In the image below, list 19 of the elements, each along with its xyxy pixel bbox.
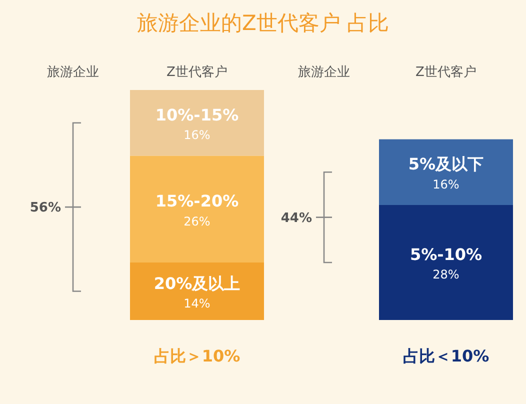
text: 56% (30, 200, 61, 216)
data-label: 26% (184, 214, 210, 228)
data-label: 14% (184, 296, 210, 310)
data-label: 16% (184, 128, 210, 142)
text: 旅游企业 (298, 65, 350, 80)
x-tick-label: 占比＞10% (154, 346, 240, 366)
series-label: 10%-15% (155, 105, 239, 124)
x-tick-label: 占比＜10% (402, 346, 490, 366)
series-label: 20%及以上 (154, 274, 240, 293)
text: 44% (280, 210, 312, 226)
series-label: 5%及以下 (408, 154, 484, 174)
series-label: 15%-20% (155, 192, 239, 211)
data-label: 16% (432, 177, 460, 192)
chart-title: 旅游企业的Z世代客户 占比 (136, 11, 390, 35)
text: Z世代客户 (166, 64, 228, 80)
series-label: 5%-10% (410, 245, 482, 264)
text: 旅游企业 (47, 65, 99, 80)
data-label: 28% (432, 268, 460, 282)
text: Z世代客户 (416, 64, 476, 80)
